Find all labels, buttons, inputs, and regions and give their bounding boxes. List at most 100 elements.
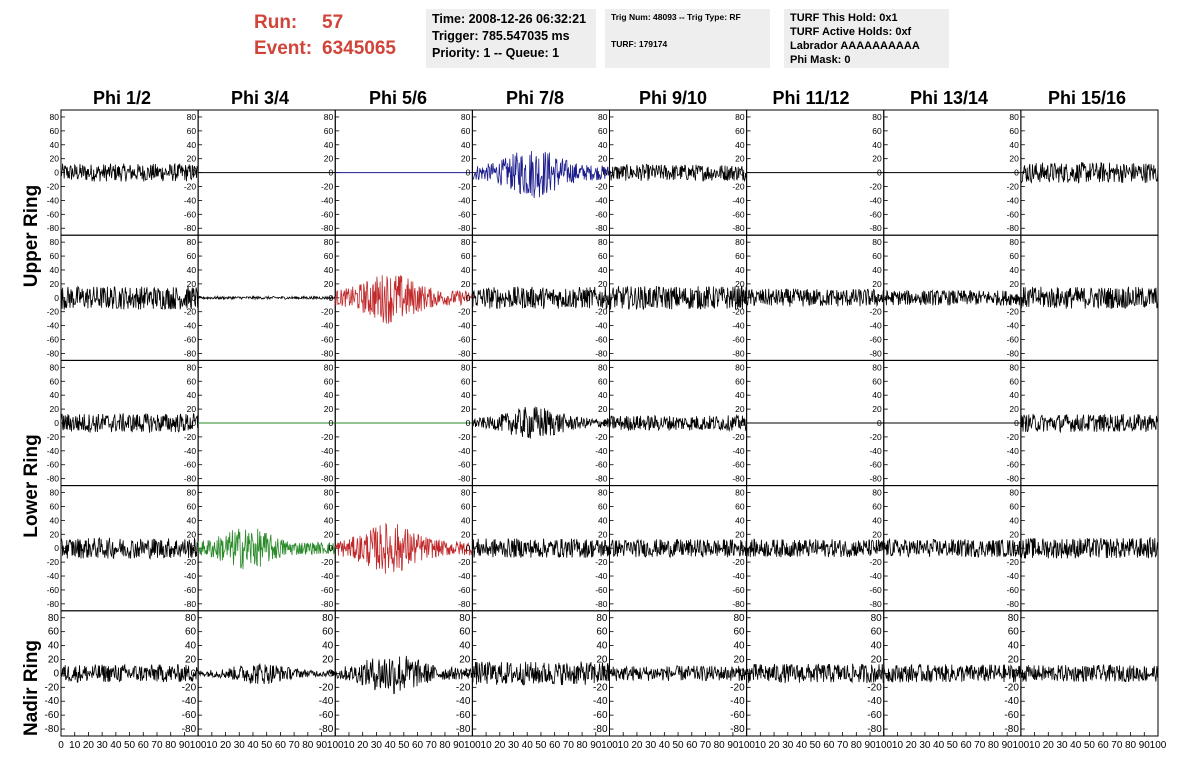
x-tick-label: 80 [165, 740, 177, 751]
y-tick-label: -80 [319, 724, 334, 735]
column-header: Phi 1/2 [92, 88, 152, 108]
turf-info-box: TURF This Hold: 0x1 TURF Active Holds: 0… [784, 9, 949, 68]
y-tick-label: 40 [50, 265, 60, 275]
y-tick-label: 60 [1009, 501, 1019, 511]
y-tick-label: 0 [740, 293, 745, 303]
y-tick-label: -60 [730, 710, 745, 721]
y-tick-label: -60 [321, 335, 334, 345]
x-tick-label: 70 [426, 740, 438, 751]
y-tick-label: 20 [461, 529, 471, 539]
y-tick-label: -20 [458, 557, 471, 567]
x-tick-label: 10 [892, 740, 904, 751]
y-tick-label: -60 [732, 209, 745, 219]
y-tick-label: -40 [869, 446, 882, 456]
waveform-trace [60, 663, 199, 683]
waveform-trace [746, 288, 885, 308]
y-tick-label: 60 [1009, 251, 1019, 261]
y-tick-label: 20 [871, 654, 883, 665]
y-tick-label: 20 [598, 154, 608, 164]
x-tick-label: 100 [601, 740, 618, 751]
waveform-trace [60, 285, 199, 310]
y-tick-label: -20 [869, 557, 882, 567]
y-tick-label: 20 [598, 279, 608, 289]
y-tick-label: 80 [1009, 237, 1019, 247]
time-line: Time: 2008-12-26 06:32:21 [432, 12, 587, 26]
y-tick-label: -20 [47, 557, 60, 567]
y-tick-label: 0 [739, 668, 745, 679]
y-tick-label: -40 [867, 696, 882, 707]
y-tick-label: 20 [324, 279, 334, 289]
y-tick-label: 40 [461, 265, 471, 275]
y-tick-label: 40 [324, 140, 334, 150]
column-header: Phi 11/12 [772, 88, 850, 108]
y-tick-label: -20 [184, 307, 197, 317]
y-tick-label: 40 [185, 641, 197, 652]
y-tick-label: -20 [732, 432, 745, 442]
y-tick-label: 40 [872, 140, 882, 150]
y-tick-label: -20 [321, 557, 334, 567]
y-tick-label: 80 [735, 488, 745, 498]
y-tick-label: 80 [598, 362, 608, 372]
y-tick-label: -20 [182, 682, 197, 693]
y-tick-label: 20 [461, 154, 471, 164]
y-tick-label: -40 [869, 571, 882, 581]
y-tick-label: 60 [461, 501, 471, 511]
x-tick-label: 60 [138, 740, 150, 751]
x-tick-label: 70 [151, 740, 163, 751]
waveform-trace [883, 663, 1022, 683]
y-tick-label: 60 [185, 627, 197, 638]
y-tick-label: 60 [324, 251, 334, 261]
y-tick-label: 0 [1013, 668, 1019, 679]
y-tick-label: -20 [1007, 557, 1020, 567]
y-tick-label: 0 [877, 168, 882, 178]
y-tick-label: 60 [872, 126, 882, 136]
y-tick-label: -40 [732, 321, 745, 331]
y-tick-label: -60 [1007, 209, 1020, 219]
y-tick-label: -80 [184, 348, 197, 358]
waveform-trace [197, 663, 336, 685]
y-tick-label: -20 [47, 182, 60, 192]
y-tick-label: 80 [324, 237, 334, 247]
y-tick-label: 80 [50, 237, 60, 247]
y-tick-label: -80 [321, 474, 334, 484]
y-tick-label: -40 [595, 195, 608, 205]
x-tick-label: 60 [275, 740, 287, 751]
y-tick-label: 0 [877, 293, 882, 303]
y-tick-label: -20 [1007, 182, 1020, 192]
y-tick-label: -40 [321, 195, 334, 205]
y-tick-label: 40 [324, 390, 334, 400]
y-tick-label: 0 [329, 168, 334, 178]
waveform-trace [1020, 663, 1159, 683]
y-tick-label: 20 [598, 404, 608, 414]
y-tick-label: 80 [461, 362, 471, 372]
turf-line: TURF: 179174 [611, 39, 668, 49]
y-tick-label: -20 [458, 182, 471, 192]
x-tick-label: 90 [179, 740, 191, 751]
y-tick-label: -20 [184, 557, 197, 567]
y-tick-label: 0 [191, 418, 196, 428]
y-tick-label: 80 [322, 613, 334, 624]
x-tick-label: 40 [522, 740, 534, 751]
y-tick-label: -20 [593, 682, 608, 693]
y-tick-label: -40 [732, 195, 745, 205]
x-tick-label: 70 [700, 740, 712, 751]
y-tick-label: 60 [735, 251, 745, 261]
y-tick-label: 40 [50, 390, 60, 400]
y-tick-label: 40 [187, 140, 197, 150]
y-tick-label: 20 [50, 279, 60, 289]
waveform-trace [746, 663, 885, 684]
x-tick-label: 90 [727, 740, 739, 751]
y-tick-label: -20 [869, 182, 882, 192]
x-tick-label: 90 [316, 740, 328, 751]
y-tick-label: 80 [50, 488, 60, 498]
waveform-trace [883, 538, 1022, 559]
x-tick-label: 100 [1013, 740, 1030, 751]
y-tick-label: 20 [872, 279, 882, 289]
y-tick-label: -20 [595, 432, 608, 442]
trig-info-box: Trig Num: 48093 -- Trig Type: RF TURF: 1… [605, 9, 770, 68]
waveform-trace [334, 655, 473, 695]
waveform-trace [472, 406, 610, 439]
y-tick-label: -40 [732, 446, 745, 456]
y-tick-label: -80 [869, 474, 882, 484]
